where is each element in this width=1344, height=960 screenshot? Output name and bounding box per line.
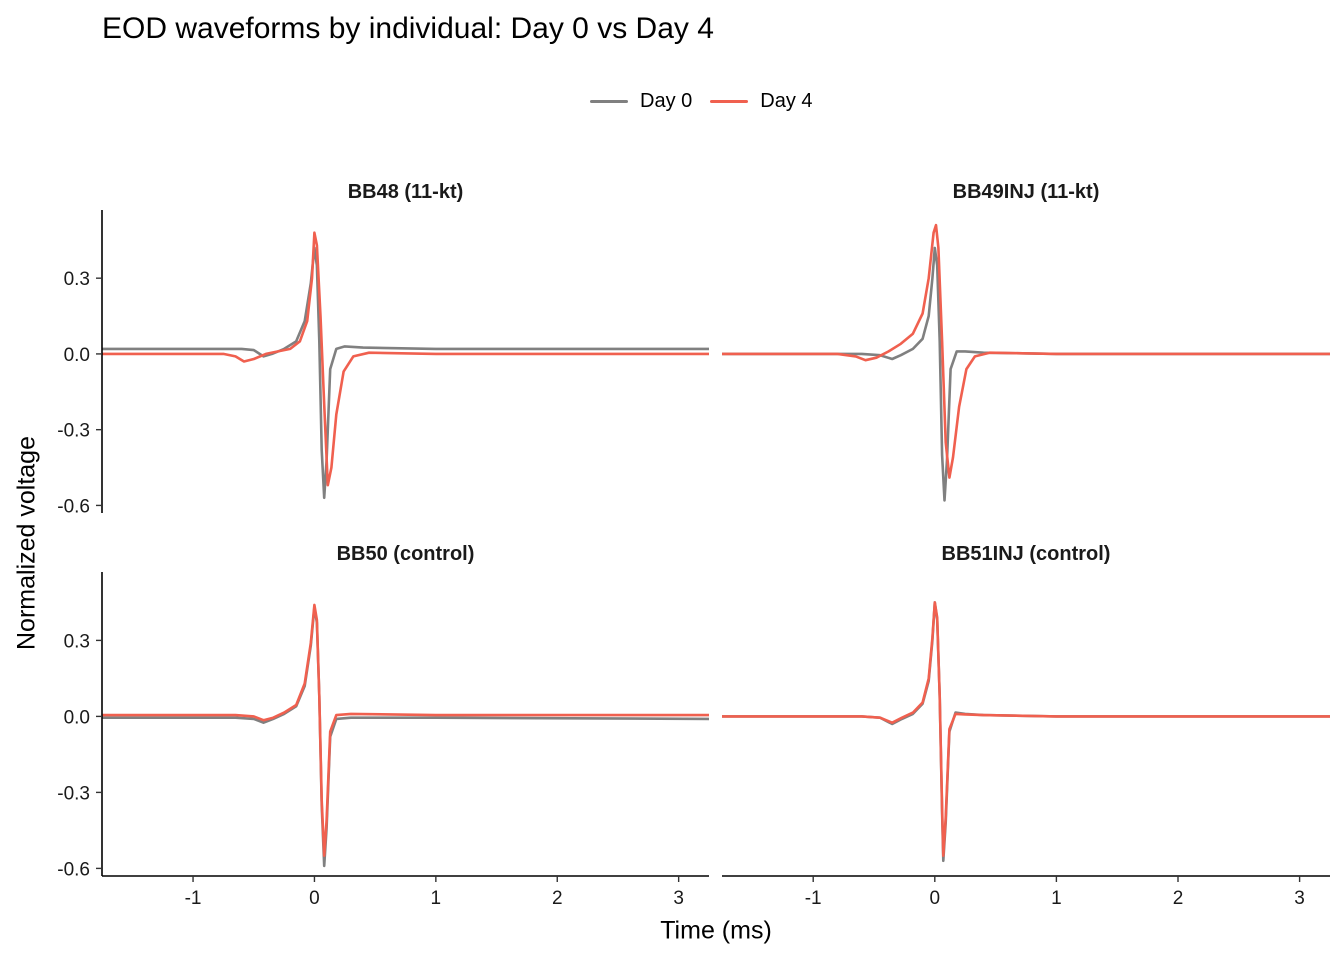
legend-label-day0: Day 0 (640, 89, 693, 112)
y-tick-label: 0.3 (64, 631, 90, 652)
panel-title: BB51INJ (control) (942, 543, 1111, 565)
panel-2: BB50 (control) -0.6 -0.3 0.0 0.3 -1 0 1 2 3 (57, 543, 709, 909)
series-line-day0 (722, 601, 1330, 863)
x-tick-label: 1 (1051, 888, 1062, 909)
x-tick-label: 3 (1294, 888, 1305, 909)
panel-3: BB51INJ (control) -1 0 1 2 3 (722, 543, 1330, 909)
series-line-day0 (102, 606, 709, 868)
series-line-day0 (102, 246, 709, 500)
y-tick-label: 0.0 (64, 345, 90, 366)
x-tick-label: 0 (309, 888, 320, 909)
y-tick-label: -0.6 (57, 859, 90, 880)
x-tick-label: 3 (673, 888, 684, 909)
y-tick-label: -0.3 (57, 783, 90, 804)
x-tick-label: -1 (185, 888, 202, 909)
panel-title: BB48 (11-kt) (348, 181, 464, 203)
y-tick-label: 0.3 (64, 269, 90, 290)
panel-title: BB49INJ (11-kt) (953, 181, 1100, 203)
legend-key-day4 (710, 99, 749, 103)
series-line-day0 (722, 246, 1330, 502)
series-line-day4 (102, 603, 709, 857)
x-tick-label: -1 (805, 888, 822, 909)
series-line-day4 (722, 601, 1330, 857)
chart-title: EOD waveforms by individual: Day 0 vs Da… (102, 12, 714, 45)
legend-key-day0 (590, 99, 628, 103)
series-line-day4 (722, 223, 1330, 479)
y-tick-label: -0.6 (57, 496, 90, 517)
y-tick-label: 0.0 (64, 707, 90, 728)
legend-item-day0: Day 0 (590, 90, 692, 113)
legend-item-day4: Day 4 (710, 89, 813, 113)
x-axis-label: Time (ms) (660, 916, 772, 945)
panel-title: BB50 (control) (337, 543, 475, 565)
series-line-day4 (102, 231, 709, 487)
x-tick-label: 2 (1173, 888, 1184, 909)
panel-1: BB49INJ (11-kt) (722, 181, 1330, 502)
x-tick-label: 2 (552, 888, 563, 909)
legend: Day 0 Day 4 (590, 86, 831, 116)
y-tick-label: -0.3 (57, 421, 90, 442)
legend-label-day4: Day 4 (760, 89, 813, 112)
panel-0: BB48 (11-kt) -0.6 -0.3 0.0 0.3 (57, 181, 709, 517)
x-tick-label: 0 (930, 888, 941, 909)
x-tick-label: 1 (431, 888, 442, 909)
